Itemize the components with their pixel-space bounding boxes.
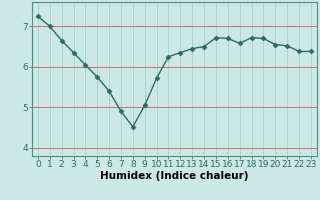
- X-axis label: Humidex (Indice chaleur): Humidex (Indice chaleur): [100, 171, 249, 181]
